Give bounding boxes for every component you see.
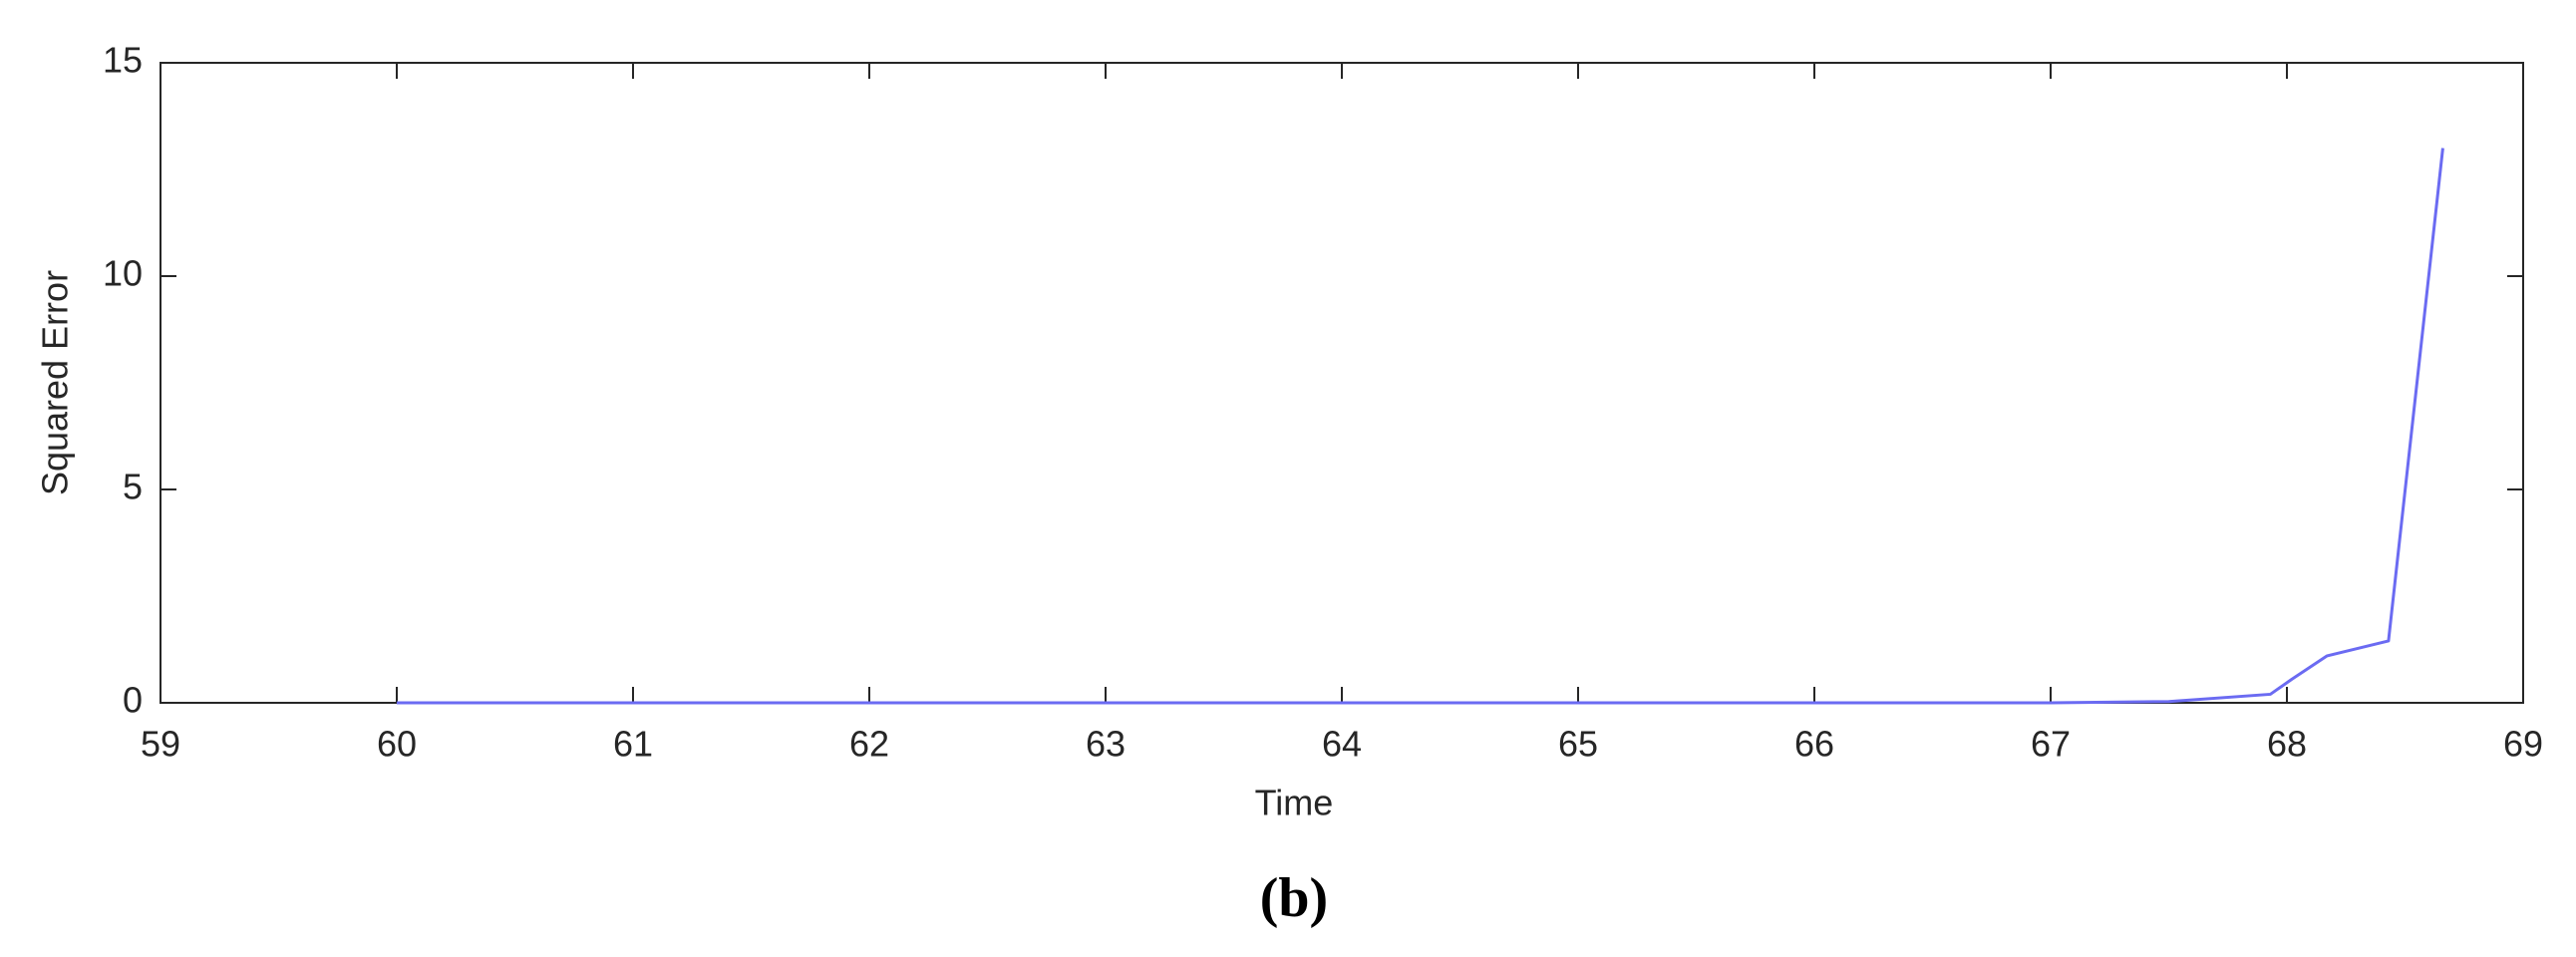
- x-tick-label: 67: [2031, 724, 2071, 765]
- x-tick-label: 66: [1794, 724, 1834, 765]
- y-axis-label: Squared Error: [35, 270, 76, 495]
- x-tick-label: 65: [1558, 724, 1598, 765]
- y-tick-label: 10: [103, 253, 143, 294]
- y-tick-label: 15: [103, 40, 143, 81]
- plot-frame: [160, 62, 2524, 704]
- caption: (b): [1260, 867, 1328, 929]
- x-tick-label: 60: [377, 724, 417, 765]
- y-tick-label: 5: [123, 467, 143, 507]
- x-axis-label: Time: [1255, 783, 1334, 823]
- x-tick-label: 68: [2267, 724, 2307, 765]
- x-tick-label: 63: [1086, 724, 1126, 765]
- x-tick-label: 59: [141, 724, 180, 765]
- x-tick-label: 64: [1322, 724, 1362, 765]
- x-tick-label: 69: [2503, 724, 2543, 765]
- x-tick-label: 61: [613, 724, 653, 765]
- x-tick-label: 62: [849, 724, 889, 765]
- data-line: [397, 148, 2444, 705]
- y-tick-label: 0: [123, 680, 143, 721]
